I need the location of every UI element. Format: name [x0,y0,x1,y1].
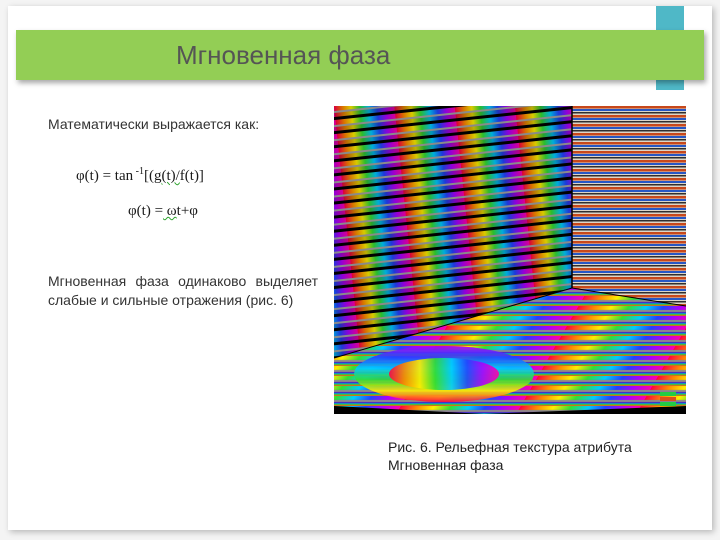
formula-box: φ(t) = tan -1[(g(t)/f(t)] φ(t) = ωt+φ [68,150,258,236]
formula-line-1: φ(t) = tan -1[(g(t)/f(t)] [76,166,250,185]
formula-line-2: φ(t) = ωt+φ [76,203,250,220]
seismic-svg [334,106,686,414]
title-bar: Мгновенная фаза [16,30,704,80]
slide-title: Мгновенная фаза [176,40,390,71]
figure-caption: Рис. 6. Рельефная текстура атрибута Мгно… [388,438,688,474]
intro-text: Математически выражается как: [48,116,318,132]
seismic-figure [334,106,686,414]
left-column: Математически выражается как: φ(t) = tan… [48,116,318,310]
description-text: Мгновенная фаза одинаково выделяет слабы… [48,272,318,310]
slide-page: Мгновенная фаза Математически выражается… [8,6,712,530]
